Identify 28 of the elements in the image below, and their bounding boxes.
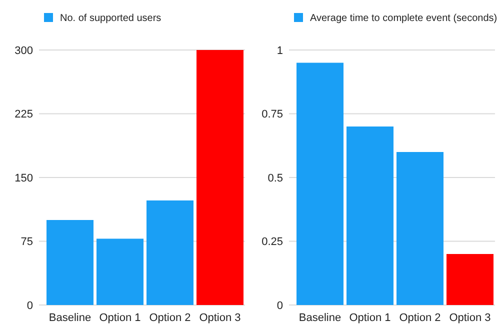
y-tick-label: 0.75 xyxy=(262,108,283,121)
y-tick-label: 225 xyxy=(14,108,33,121)
y-tick-label: 0.5 xyxy=(268,172,283,184)
x-tick-label: Option 3 xyxy=(449,312,491,324)
x-tick-label: Baseline xyxy=(48,312,92,324)
y-tick-label: 0 xyxy=(26,300,33,312)
bar xyxy=(396,152,444,305)
y-tick-label: 150 xyxy=(14,172,33,184)
legend-label: Average time to complete event (seconds) xyxy=(310,13,498,24)
y-tick-label: 1 xyxy=(276,44,283,57)
legend-label: No. of supported users xyxy=(60,13,162,24)
y-tick-label: 0.25 xyxy=(262,236,283,248)
bar xyxy=(196,50,244,305)
x-tick-label: Option 2 xyxy=(399,312,441,324)
bar xyxy=(446,254,494,305)
bar xyxy=(296,62,344,305)
y-tick-label: 75 xyxy=(20,236,33,248)
x-tick-label: Option 1 xyxy=(349,312,391,324)
x-tick-label: Option 3 xyxy=(199,312,241,324)
x-tick-label: Baseline xyxy=(298,312,342,324)
bar xyxy=(346,126,394,305)
x-tick-label: Option 2 xyxy=(149,312,191,324)
bar xyxy=(96,238,144,305)
bar xyxy=(46,220,94,305)
y-tick-label: 0 xyxy=(276,300,283,312)
x-tick-label: Option 1 xyxy=(99,312,141,324)
bar xyxy=(146,200,194,305)
y-tick-label: 300 xyxy=(14,44,33,57)
